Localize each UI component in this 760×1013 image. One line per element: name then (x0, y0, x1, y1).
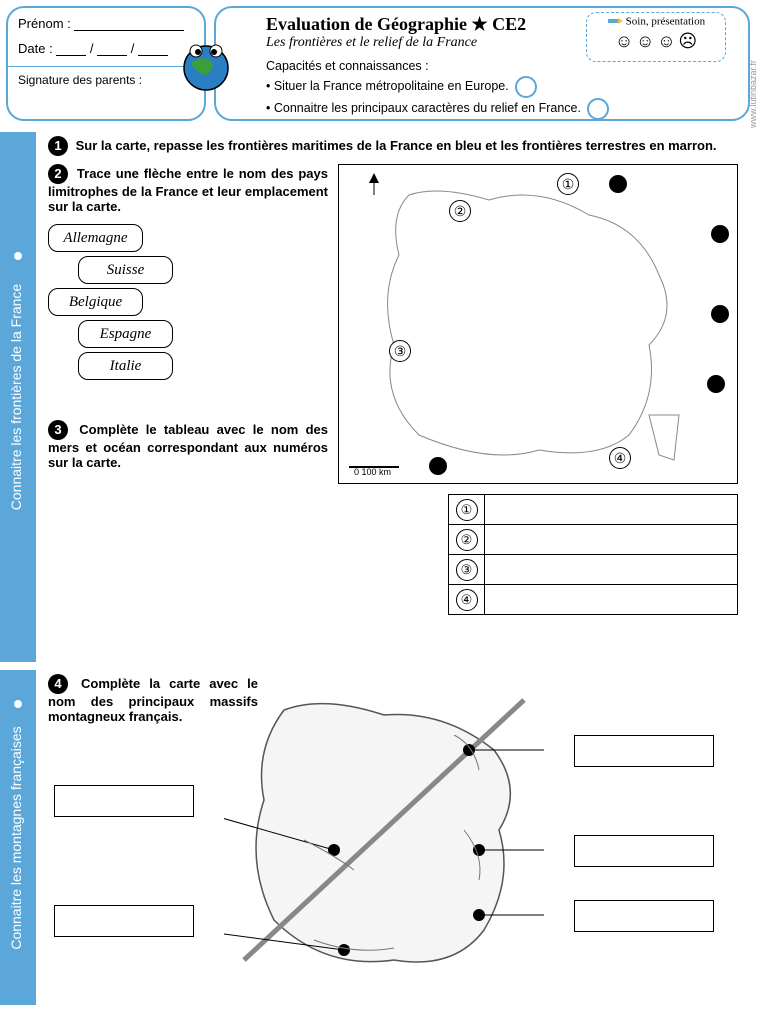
date-line: Date : / / (18, 41, 194, 56)
capacity-2: • Connaitre les principaux caractères du… (266, 99, 581, 118)
country-italie: Italie (78, 352, 173, 380)
row-num-4: ④ (456, 589, 478, 611)
map-num-3: ③ (389, 340, 411, 362)
date-label: Date : (18, 41, 53, 56)
date-d[interactable] (56, 44, 86, 56)
row-num-1: ① (456, 499, 478, 521)
svg-text:0 100 km: 0 100 km (354, 467, 391, 477)
prenom-label: Prénom : (18, 16, 71, 31)
check-circle-2[interactable] (587, 98, 609, 120)
seas-table: ① ② ③ ④ (448, 494, 738, 615)
prenom-line: Prénom : (18, 16, 194, 31)
capacity-1: • Situer la France métropolitaine en Eur… (266, 77, 509, 96)
smiley-icon: ☺ (636, 31, 654, 52)
row-num-2: ② (456, 529, 478, 551)
sea-answer-3[interactable] (485, 555, 738, 585)
section-1-content: 1 Sur la carte, repasse les frontières m… (44, 132, 756, 619)
mountain-answer-2[interactable] (54, 905, 194, 937)
mountain-answer-5[interactable] (574, 900, 714, 932)
capacities-block: Capacités et connaissances : • Situer la… (266, 57, 738, 120)
mountain-answer-4[interactable] (574, 835, 714, 867)
header-row: Prénom : Date : / / Signature des parent… (0, 0, 760, 127)
qnum-3: 3 (48, 420, 68, 440)
signature-label: Signature des parents : (18, 73, 194, 87)
date-y[interactable] (138, 44, 168, 56)
soin-box: Soin, présentation ☺ ☺ ☺ ☹ (586, 12, 726, 62)
section-2-label: Connaitre les montagnes françaises (8, 726, 24, 949)
map-dot (609, 175, 627, 193)
question-3: 3 Complète le tableau avec le nom des me… (48, 420, 328, 470)
question-2: 2 Trace une flèche entre le nom des pays… (48, 164, 328, 214)
smiley-icon: ☺ (657, 31, 675, 52)
map-dot (711, 225, 729, 243)
country-allemagne: Allemagne (48, 224, 143, 252)
map-dot (711, 305, 729, 323)
prenom-blank[interactable] (74, 19, 184, 31)
country-belgique: Belgique (48, 288, 143, 316)
watermark: www.lutinbazar.fr (748, 60, 758, 128)
sea-answer-4[interactable] (485, 585, 738, 615)
qnum-1: 1 (48, 136, 68, 156)
sea-answer-2[interactable] (485, 525, 738, 555)
france-neighbors-map: 0 100 km ① ② ③ ④ (338, 164, 738, 484)
section-1-label: Connaitre les frontières de la France (8, 284, 24, 510)
question-1: 1 Sur la carte, repasse les frontières m… (48, 136, 744, 156)
globe-icon (176, 33, 236, 93)
map-dot (429, 457, 447, 475)
smiley-icon: ☺ (615, 31, 633, 52)
qnum-2: 2 (48, 164, 68, 184)
title-box: Evaluation de Géographie ★ CE2 Les front… (214, 6, 750, 121)
map-num-1: ① (557, 173, 579, 195)
soin-label: Soin, présentation (626, 16, 705, 28)
smiley-icon: ☹ (678, 31, 697, 52)
mountain-answer-1[interactable] (54, 785, 194, 817)
section-2-bar: Connaitre les montagnes françaises (0, 670, 36, 1005)
country-suisse: Suisse (78, 256, 173, 284)
country-espagne: Espagne (78, 320, 173, 348)
date-m[interactable] (97, 44, 127, 56)
check-circle-1[interactable] (515, 76, 537, 98)
qnum-4: 4 (48, 674, 68, 694)
row-num-3: ③ (456, 559, 478, 581)
france-relief-map (224, 680, 544, 990)
sea-answer-1[interactable] (485, 495, 738, 525)
map-dot (707, 375, 725, 393)
map-num-4: ④ (609, 447, 631, 469)
section-2-content: 4 Complète la carte avec le nom des prin… (44, 670, 756, 1005)
mountain-answer-3[interactable] (574, 735, 714, 767)
section-1-bar: Connaitre les frontières de la France (0, 132, 36, 662)
map-num-2: ② (449, 200, 471, 222)
